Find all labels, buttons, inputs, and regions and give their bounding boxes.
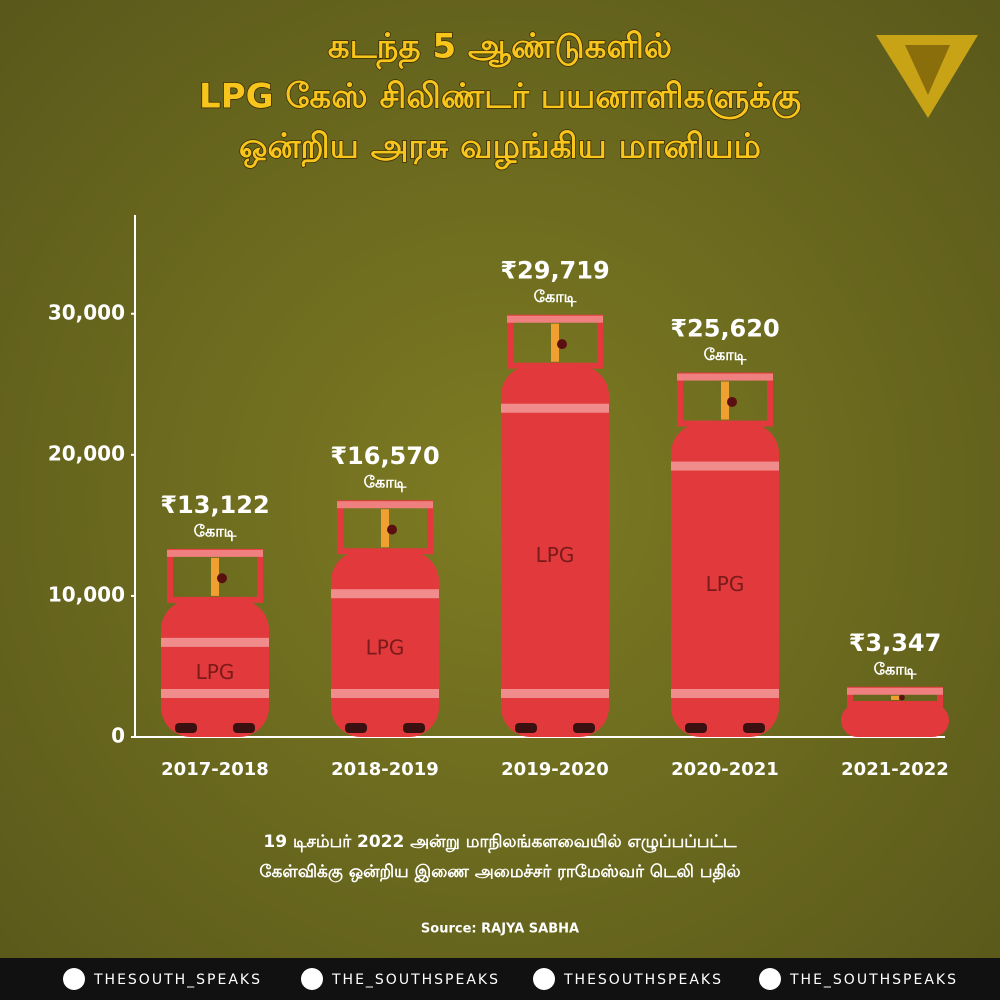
- cylinder: LPG: [671, 372, 779, 737]
- cylinder-band: [671, 689, 779, 698]
- cylinder-band: [671, 461, 779, 471]
- x-tick-label: 2019-2020: [501, 759, 609, 780]
- cylinder-band: [161, 637, 269, 647]
- cylinder-valve-knob: [899, 694, 905, 701]
- social-icon: [533, 968, 555, 990]
- cylinder-body: [501, 365, 609, 737]
- cylinder-label: LPG: [706, 572, 745, 596]
- cylinder-foot: [345, 723, 367, 733]
- title-line: LPG கேஸ் சிலிண்டர் பயனாளிகளுக்கு: [199, 77, 801, 120]
- cylinder: [841, 686, 949, 737]
- value-label: ₹3,347: [849, 629, 942, 657]
- cylinder-label: LPG: [366, 636, 405, 660]
- note-line: 19 டிசம்பர் 2022 அன்று மாநிலங்களவையில் எ…: [263, 832, 737, 854]
- cylinder-foot: [403, 723, 425, 733]
- y-tick-label: 30,000: [48, 300, 125, 324]
- cylinder-band: [331, 689, 439, 698]
- cylinder-foot: [515, 723, 537, 733]
- cylinder-handle-cap: [847, 687, 943, 695]
- cylinder-body: [841, 703, 949, 737]
- cylinder-valve: [211, 557, 219, 596]
- social-handle: THE_SOUTHSPEAKS: [789, 972, 958, 988]
- x-tick-label: 2017-2018: [161, 759, 269, 780]
- cylinder-label: LPG: [536, 543, 575, 567]
- value-unit: கோடி: [364, 473, 407, 493]
- y-tick-label: 20,000: [48, 441, 125, 465]
- value-unit: கோடி: [534, 287, 577, 307]
- source: Source: RAJYA SABHA: [421, 922, 579, 937]
- value-unit: கோடி: [874, 659, 917, 679]
- cylinder-body: [671, 423, 779, 737]
- title-line: கடந்த 5 ஆண்டுகளில்: [328, 27, 672, 70]
- cylinder-valve-knob: [727, 396, 737, 407]
- x-tick-label: 2020-2021: [671, 759, 779, 780]
- cylinder-foot: [685, 723, 707, 733]
- social-handle: THE_SOUTHSPEAKS: [331, 972, 500, 988]
- cylinder-band: [331, 589, 439, 599]
- social-handle: THESOUTHSPEAKS: [563, 972, 723, 988]
- value-label: ₹25,620: [670, 315, 779, 343]
- cylinder-band: [501, 689, 609, 698]
- cylinder-body: [161, 599, 269, 737]
- note-line: கேள்விக்கு ஒன்றிய இணை அமைச்சர் ராமேஸ்வர்…: [259, 862, 740, 882]
- x-tick-label: 2021-2022: [841, 759, 949, 780]
- title-line: ஒன்றிய அரசு வழங்கிய மானியம்: [239, 127, 761, 170]
- social-icon: [759, 968, 781, 990]
- cylinder-band: [161, 689, 269, 698]
- y-tick-label: 0: [111, 724, 125, 748]
- cylinder-valve: [891, 695, 899, 700]
- cylinder-handle-cap: [677, 373, 773, 381]
- cylinder-valve: [551, 323, 559, 362]
- value-label: ₹16,570: [330, 442, 439, 470]
- cylinder: LPG: [161, 548, 269, 737]
- cylinder-valve-knob: [387, 524, 397, 535]
- logo-inner: [905, 45, 950, 95]
- social-icon: [301, 968, 323, 990]
- value-label: ₹13,122: [160, 491, 269, 519]
- cylinder-valve-knob: [217, 573, 227, 584]
- x-tick-label: 2018-2019: [331, 759, 439, 780]
- social-icon: [63, 968, 85, 990]
- cylinder-valve-knob: [557, 339, 567, 350]
- cylinder-foot: [743, 723, 765, 733]
- cylinder-valve: [381, 509, 389, 548]
- footer-bar: [0, 958, 1000, 1000]
- social-handle: THESOUTH_SPEAKS: [93, 972, 262, 988]
- value-unit: கோடி: [194, 521, 237, 541]
- cylinder-handle-cap: [507, 315, 603, 323]
- cylinder-band: [501, 403, 609, 413]
- cylinder-handle-cap: [337, 501, 433, 509]
- cylinder-foot: [175, 723, 197, 733]
- cylinder-handle-cap: [167, 549, 263, 557]
- cylinder-foot: [233, 723, 255, 733]
- cylinder: LPG: [501, 314, 609, 737]
- value-unit: கோடி: [704, 345, 747, 365]
- cylinder: LPG: [331, 500, 439, 737]
- cylinder-valve: [721, 381, 729, 420]
- cylinder-label: LPG: [196, 660, 235, 684]
- cylinder-foot: [573, 723, 595, 733]
- y-tick-label: 10,000: [48, 582, 125, 606]
- value-label: ₹29,719: [500, 257, 609, 285]
